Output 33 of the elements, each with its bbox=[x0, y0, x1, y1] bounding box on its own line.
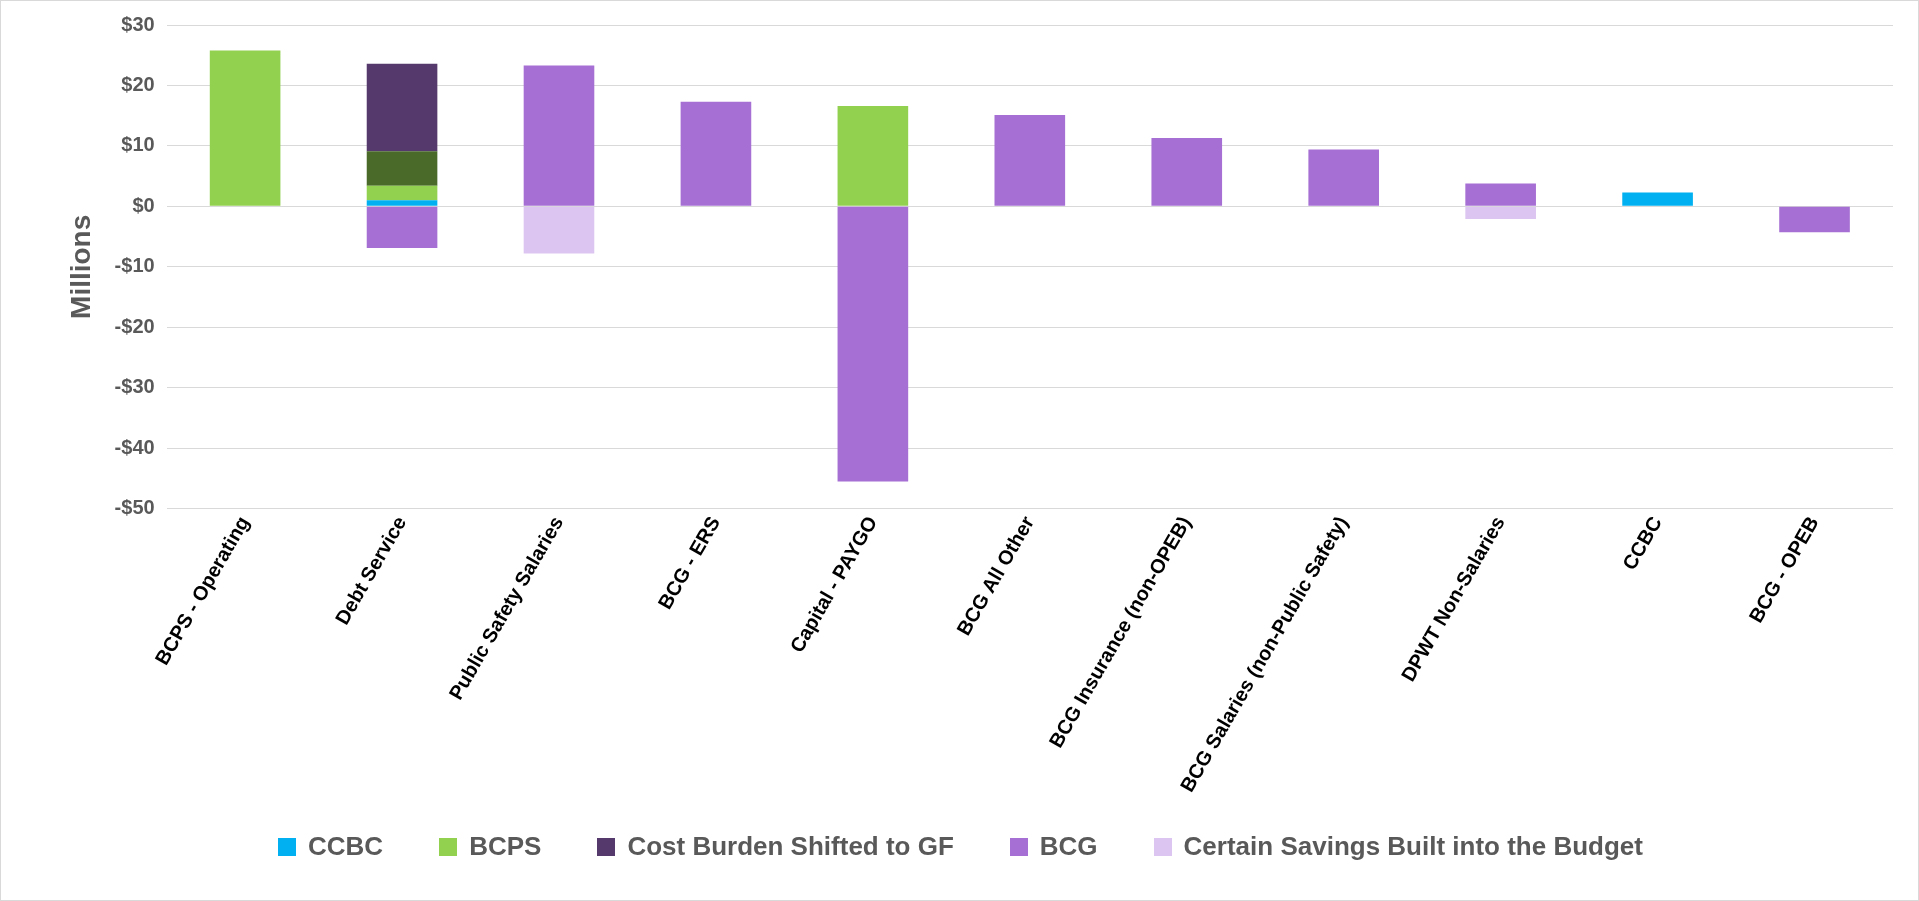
bar bbox=[523, 65, 595, 206]
bar bbox=[1465, 183, 1536, 206]
bar bbox=[209, 50, 281, 206]
y-tick-label: -$20 bbox=[114, 314, 155, 337]
y-tick-label: $0 bbox=[132, 193, 155, 216]
bar bbox=[366, 63, 438, 152]
legend-label: Cost Burden Shifted to GF bbox=[627, 831, 954, 862]
legend-label: Certain Savings Built into the Budget bbox=[1183, 831, 1643, 862]
bar bbox=[366, 185, 438, 201]
bar bbox=[837, 106, 909, 206]
bar bbox=[1151, 138, 1223, 206]
y-tick-label: -$40 bbox=[114, 435, 155, 458]
y-tick-label: -$10 bbox=[114, 254, 155, 277]
bar bbox=[1779, 206, 1850, 233]
bar bbox=[1622, 192, 1693, 206]
y-axis-title: Millions bbox=[64, 214, 96, 319]
legend-label: BCG bbox=[1039, 831, 1098, 862]
y-tick-label: -$30 bbox=[114, 375, 155, 398]
bar bbox=[523, 206, 595, 254]
y-tick-label: $30 bbox=[121, 12, 155, 35]
bar bbox=[1308, 149, 1380, 206]
bar bbox=[837, 206, 909, 482]
legend-label: CCBC bbox=[308, 831, 384, 862]
bar bbox=[366, 151, 438, 186]
bar bbox=[366, 200, 438, 206]
bar bbox=[366, 206, 438, 249]
y-tick-label: -$50 bbox=[114, 496, 155, 519]
bar bbox=[1465, 206, 1536, 220]
bar bbox=[680, 101, 752, 206]
bar bbox=[994, 115, 1066, 206]
y-tick-label: $10 bbox=[121, 133, 155, 156]
y-tick-label: $20 bbox=[121, 72, 155, 95]
legend-label: BCPS bbox=[469, 831, 542, 862]
